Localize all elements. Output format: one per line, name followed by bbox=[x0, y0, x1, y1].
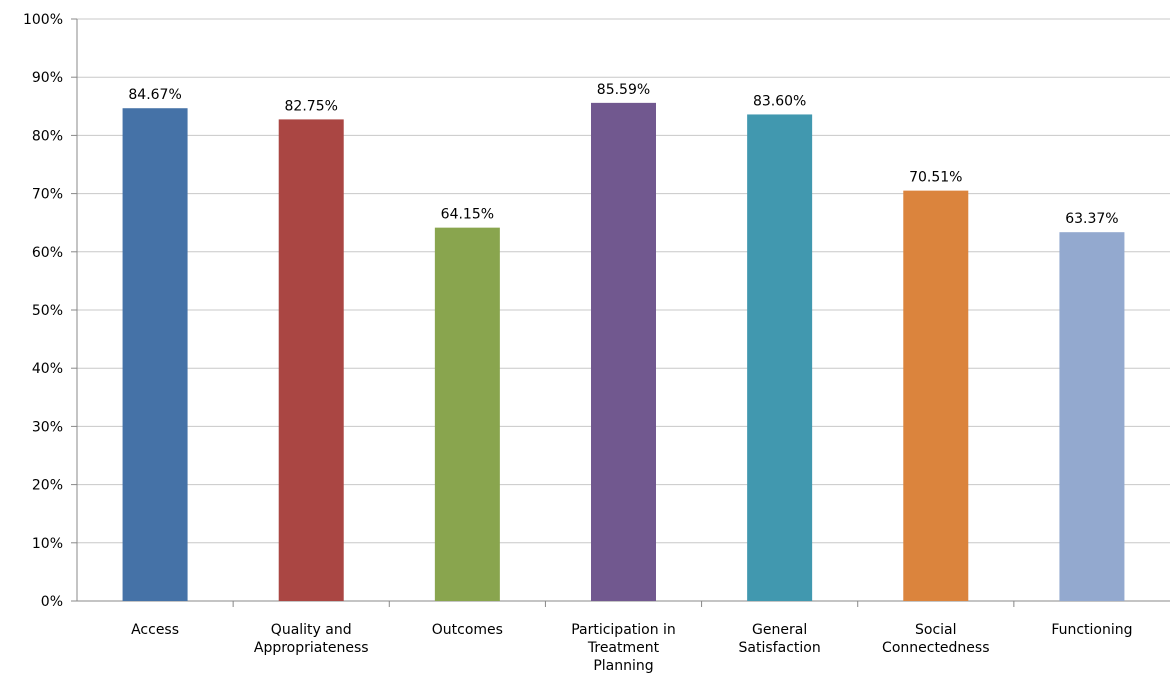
bar bbox=[1059, 232, 1125, 602]
x-tick-label-line: Outcomes bbox=[432, 622, 503, 638]
x-tick-label-line: Quality and bbox=[271, 622, 352, 638]
y-tick-label: 40% bbox=[32, 361, 63, 377]
labels: 0% 10% 20% 30% 40% 50% 60% 70% 80% 90% 100% 84.67% A… bbox=[23, 12, 1133, 674]
data-label: 70.51% bbox=[909, 170, 962, 186]
data-label: 63.37% bbox=[1065, 211, 1118, 227]
x-tick-label: Participation in Treatment Planning bbox=[571, 622, 676, 674]
bar bbox=[434, 227, 500, 601]
x-tick-label-line: Access bbox=[131, 622, 179, 638]
data-label: 82.75% bbox=[285, 98, 338, 114]
y-tick-label: 30% bbox=[32, 419, 63, 435]
x-tick-label-line: Treatment bbox=[587, 640, 660, 656]
y-tick-label: 20% bbox=[32, 478, 63, 494]
x-tick-label-line: Planning bbox=[593, 658, 653, 674]
data-label: 84.67% bbox=[128, 87, 181, 103]
x-tick-label: Functioning bbox=[1051, 622, 1132, 638]
y-tick-label: 90% bbox=[32, 70, 63, 86]
bar bbox=[903, 190, 969, 601]
data-label: 83.60% bbox=[753, 93, 806, 109]
data-label: 64.15% bbox=[441, 207, 494, 223]
data-label: 85.59% bbox=[597, 82, 650, 98]
x-tick-label: Quality and Appropriateness bbox=[254, 622, 369, 656]
x-tick-label-line: Connectedness bbox=[882, 640, 989, 656]
bar bbox=[278, 119, 344, 602]
x-tick-label-line: Satisfaction bbox=[739, 640, 821, 656]
bar bbox=[747, 114, 813, 601]
x-tick-label-line: Social bbox=[915, 622, 957, 638]
x-tick-label-line: Functioning bbox=[1051, 622, 1132, 638]
y-tick-label: 0% bbox=[41, 594, 63, 610]
x-tick-label-line: Participation in bbox=[571, 622, 676, 638]
x-tick-label-line: General bbox=[752, 622, 807, 638]
x-tick-label: Social Connectedness bbox=[882, 622, 989, 656]
bars bbox=[122, 102, 1125, 602]
x-tick-label: General Satisfaction bbox=[739, 622, 821, 656]
bar bbox=[122, 108, 188, 602]
y-tick-label: 10% bbox=[32, 536, 63, 552]
y-tick-label: 60% bbox=[32, 245, 63, 261]
y-tick-label: 80% bbox=[32, 128, 63, 144]
x-tick-label: Access bbox=[131, 622, 179, 638]
y-tick-label: 70% bbox=[32, 187, 63, 203]
x-tick-label-line: Appropriateness bbox=[254, 640, 369, 656]
y-tick-label: 50% bbox=[32, 303, 63, 319]
x-tick-label: Outcomes bbox=[432, 622, 503, 638]
y-tick-label: 100% bbox=[23, 12, 63, 28]
bar bbox=[591, 102, 656, 601]
